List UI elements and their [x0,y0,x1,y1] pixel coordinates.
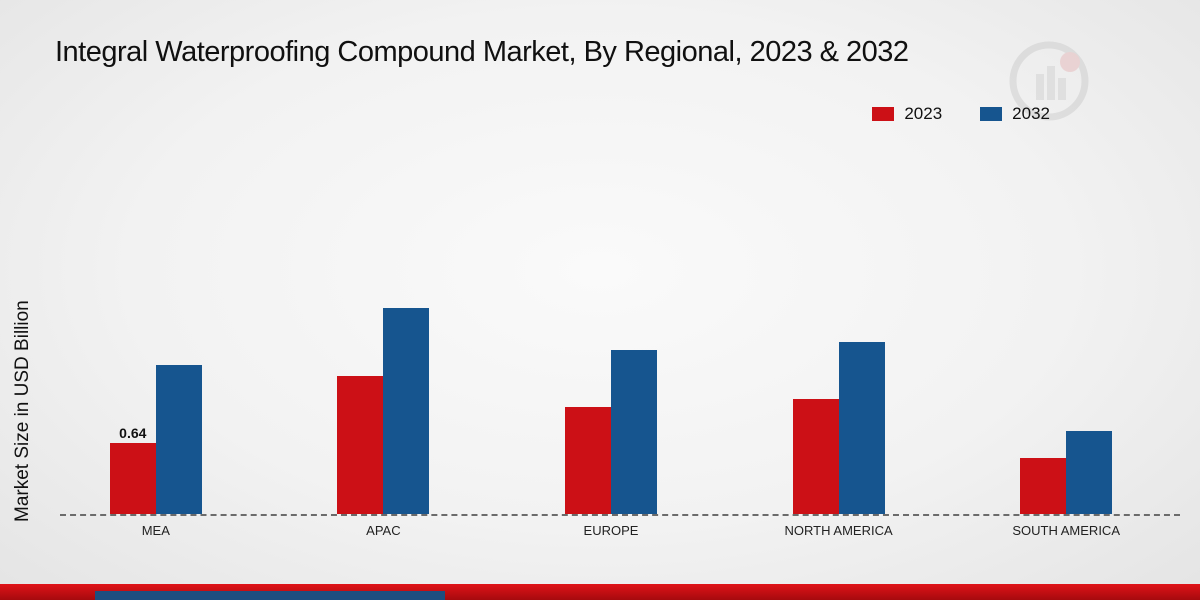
bar-2032-apac [383,308,430,514]
bar-2032-north-america [838,342,885,514]
legend-item-2023: 2023 [872,104,942,124]
bar-pair [337,308,430,514]
footer-accent [95,591,445,600]
category-label-mea: MEA [141,523,170,538]
bar-pair [1020,431,1113,514]
bar-group-north-america: NORTH AMERICA [785,342,893,538]
legend-label-2032: 2032 [1012,104,1050,123]
bar-group-europe: EUROPE [564,350,657,538]
category-label-europe: EUROPE [583,523,639,538]
bar-group-mea: 0.64 MEA [109,365,202,538]
bar-pair [564,350,657,514]
bar-2023-north-america [792,399,839,514]
category-label-south-america: SOUTH AMERICA [1012,523,1120,538]
bar-pair: 0.64 [109,365,202,514]
bar-2023-mea: 0.64 [109,425,156,514]
category-label-north-america: NORTH AMERICA [784,523,893,538]
legend-swatch-2023 [872,107,895,121]
bar-groups: 0.64 MEA APAC EUROPE NORTH AMERICA SOUTH AMER… [42,308,1180,538]
bar-2023-apac [337,376,384,514]
watermark-logo [1006,38,1092,129]
chart-title: Integral Waterproofing Compound Market, … [55,36,909,68]
category-label-apac: APAC [366,523,401,538]
bar-2023-europe [564,407,611,514]
y-axis-label: Market Size in USD Billion [12,300,33,522]
legend-swatch-2032 [980,107,1003,121]
bar-group-south-america: SOUTH AMERICA [1012,431,1120,538]
bar-2032-mea [155,365,202,514]
legend-label-2023: 2023 [904,104,943,123]
bar-2032-south-america [1066,431,1113,514]
bar-2023-south-america [1020,458,1067,514]
x-axis-baseline [60,514,1180,516]
bar-pair [792,342,885,514]
bar-group-apac: APAC [337,308,430,538]
legend: 2023 2032 [872,104,1050,124]
data-label-2023-mea: 0.64 [119,425,147,441]
legend-item-2032: 2032 [980,104,1050,124]
bar-2032-europe [610,350,657,514]
